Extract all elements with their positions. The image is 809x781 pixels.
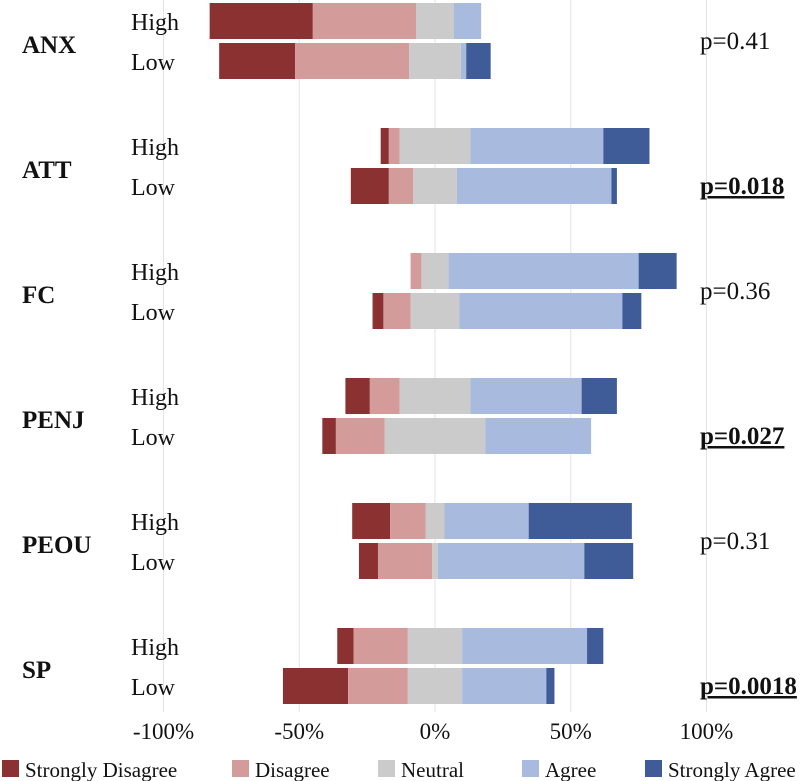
bar-segment bbox=[380, 128, 389, 164]
legend-label: Disagree bbox=[255, 758, 330, 781]
bar-segment bbox=[407, 628, 463, 664]
bar-segment bbox=[282, 668, 349, 704]
bar-segment bbox=[345, 378, 370, 414]
bar-segment bbox=[312, 3, 416, 39]
row-label: High bbox=[131, 510, 179, 536]
bar-segment bbox=[388, 128, 400, 164]
bar-segment bbox=[485, 418, 592, 454]
bar-segment bbox=[358, 543, 378, 579]
x-tick-label: -50% bbox=[274, 719, 324, 744]
bar-segment bbox=[322, 418, 336, 454]
bar-segment bbox=[335, 418, 385, 454]
bar-segment bbox=[462, 668, 547, 704]
group-label: PENJ bbox=[22, 407, 85, 434]
legend-label: Neutral bbox=[401, 758, 464, 781]
row-label: High bbox=[131, 260, 179, 286]
bar-segment bbox=[528, 503, 632, 539]
x-tick-label: 50% bbox=[550, 719, 592, 744]
bar-segment bbox=[399, 378, 471, 414]
bar-segment bbox=[415, 3, 455, 39]
bar-segment bbox=[587, 628, 604, 664]
row-label: Low bbox=[131, 675, 176, 701]
row-label: High bbox=[131, 135, 179, 161]
x-tick-label: 0% bbox=[420, 719, 451, 744]
x-tick-label: 100% bbox=[680, 719, 734, 744]
bar-segment bbox=[295, 43, 410, 79]
bar-segment bbox=[584, 543, 634, 579]
bar-segment bbox=[384, 418, 486, 454]
bar-segment bbox=[456, 168, 612, 204]
bar-segment bbox=[388, 168, 414, 204]
bar-segment bbox=[622, 293, 642, 329]
bar-segment bbox=[348, 668, 408, 704]
legend-swatch bbox=[645, 760, 662, 777]
bar-segment bbox=[399, 128, 471, 164]
bar-segment bbox=[454, 3, 482, 39]
row-label: High bbox=[131, 635, 179, 661]
bar-segment bbox=[470, 128, 604, 164]
group-label: SP bbox=[22, 657, 51, 684]
bar-segment bbox=[437, 543, 585, 579]
bar-segment bbox=[466, 43, 491, 79]
group-label: ANX bbox=[22, 32, 76, 59]
row-label: Low bbox=[131, 425, 176, 451]
bar-segment bbox=[209, 3, 313, 39]
bar-segment bbox=[546, 668, 555, 704]
bar-segment bbox=[377, 543, 433, 579]
bar-segment bbox=[413, 168, 457, 204]
p-value-label: p=0.41 bbox=[700, 28, 770, 55]
row-label: High bbox=[131, 385, 179, 411]
legend-swatch bbox=[232, 760, 249, 777]
p-value-label: p=0.31 bbox=[700, 528, 770, 555]
bar-segment bbox=[425, 503, 445, 539]
bar-segment bbox=[352, 503, 391, 539]
row-label: Low bbox=[131, 550, 176, 576]
legend-swatch bbox=[378, 760, 395, 777]
bar-segment bbox=[353, 628, 408, 664]
group-label: ATT bbox=[22, 157, 72, 184]
row-label: Low bbox=[131, 300, 176, 326]
bar-segment bbox=[390, 503, 426, 539]
bar-segment bbox=[444, 503, 529, 539]
bar-segment bbox=[409, 43, 461, 79]
bar-segment bbox=[407, 668, 463, 704]
bar-segment bbox=[470, 378, 582, 414]
bar-segment bbox=[581, 378, 617, 414]
row-label: Low bbox=[131, 50, 176, 76]
bar-segment bbox=[219, 43, 296, 79]
bar-segment bbox=[337, 628, 354, 664]
bar-segment bbox=[611, 168, 617, 204]
bar-segment bbox=[372, 293, 384, 329]
legend-label: Strongly Agree bbox=[668, 758, 796, 781]
bar-segment bbox=[421, 253, 449, 289]
bar-segment bbox=[460, 43, 467, 79]
bar-segment bbox=[369, 378, 400, 414]
bar-segment bbox=[350, 168, 389, 204]
group-label: FC bbox=[22, 282, 55, 309]
p-value-label: p=0.018 bbox=[700, 173, 784, 200]
bar-segment bbox=[383, 293, 411, 329]
p-value-label: p=0.0018 bbox=[700, 673, 797, 700]
bar-segment bbox=[638, 253, 677, 289]
legend-swatch bbox=[522, 760, 539, 777]
bar-segment bbox=[462, 628, 588, 664]
bar-segment bbox=[459, 293, 623, 329]
bar-segment bbox=[410, 253, 422, 289]
p-value-label: p=0.027 bbox=[700, 423, 784, 450]
legend-label: Strongly Disagree bbox=[25, 758, 177, 781]
row-label: High bbox=[131, 10, 179, 36]
legend-swatch bbox=[2, 760, 19, 777]
bar-segment bbox=[603, 128, 650, 164]
x-tick-label: -100% bbox=[133, 719, 194, 744]
bar-segment bbox=[432, 543, 438, 579]
bar-segment bbox=[410, 293, 460, 329]
bar-segment bbox=[448, 253, 639, 289]
legend-label: Agree bbox=[545, 758, 596, 781]
p-value-label: p=0.36 bbox=[700, 278, 770, 305]
row-label: Low bbox=[131, 175, 176, 201]
group-label: PEOU bbox=[22, 532, 91, 559]
